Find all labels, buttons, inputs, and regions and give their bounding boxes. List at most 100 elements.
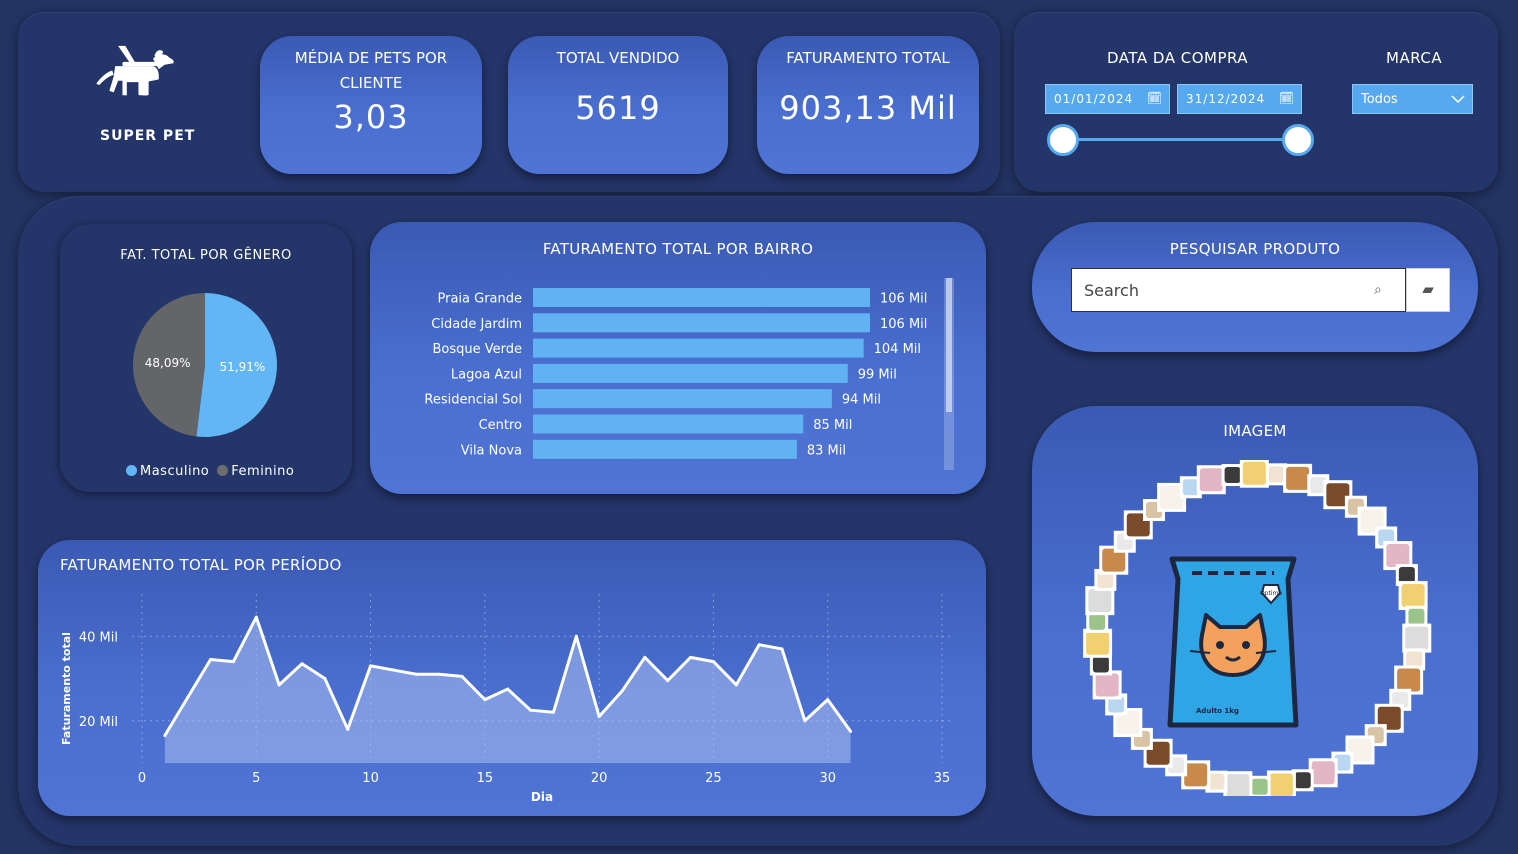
eraser-icon[interactable]: ▰ (1406, 268, 1450, 312)
data-point (597, 715, 601, 719)
date-range-slider-track[interactable] (1064, 138, 1299, 141)
brand-select-value: Todos (1361, 92, 1398, 107)
product-thumbnail-image (1224, 467, 1241, 484)
data-point (620, 689, 624, 693)
bar-lagoa-azul (533, 363, 848, 383)
product-thumbnail-image (1398, 567, 1415, 584)
product-thumbnail-image (1310, 477, 1327, 494)
x-tick-label: 35 (934, 771, 951, 786)
data-point (437, 672, 441, 676)
bar-category-label: Bosque Verde (432, 342, 522, 357)
product-thumbnail-image (1184, 763, 1208, 787)
end-date-value: 31/12/2024 (1186, 92, 1266, 106)
bar-chart-scroll-thumb[interactable] (946, 278, 952, 412)
data-point (506, 687, 510, 691)
data-point (849, 729, 853, 733)
product-thumbnail-image (1269, 773, 1293, 796)
data-point (574, 634, 578, 638)
gender-pie-chart: 51,91% 48,09% (132, 293, 277, 437)
bar-category-label: Praia Grande (437, 292, 522, 307)
legend-item-masculino[interactable]: Masculino (126, 464, 209, 479)
brand-name: SUPER PET (100, 128, 196, 144)
kpi-total-revenue-label: FATURAMENTO TOTAL (786, 49, 950, 67)
kpi-total-revenue-value: 903,13 Mil (779, 89, 957, 127)
bar-value-label: 104 Mil (874, 342, 921, 357)
data-point (551, 710, 555, 714)
bar-category-label: Centro (479, 418, 522, 433)
search-input[interactable] (1071, 268, 1406, 312)
neighborhood-bar-chart: Praia Grande 106 Mil Cidade Jardim 106 Mil B… (424, 288, 927, 459)
data-point (711, 660, 715, 664)
data-point (369, 664, 373, 668)
date-range-start-handle[interactable] (1047, 124, 1079, 156)
start-date-input[interactable]: 01/01/2024 🗓 (1045, 84, 1170, 114)
end-date-input[interactable]: 31/12/2024 🗓 (1177, 84, 1302, 114)
x-axis-label: Dia (531, 790, 553, 804)
bar-value-label: 85 Mil (813, 418, 852, 433)
y-tick-label: 40 Mil (79, 630, 118, 645)
bar-cidade-jardim (533, 313, 870, 333)
product-brand-text: Optima (1260, 590, 1282, 597)
period-chart-title: FATURAMENTO TOTAL POR PERÍODO (60, 556, 342, 574)
data-point (231, 660, 235, 664)
pie-slice-masculino (196, 293, 277, 437)
cat-food-bag-icon: Optima Adulto 1kg (1167, 556, 1299, 728)
product-thumbnail-image (1397, 668, 1421, 692)
x-tick-label: 25 (705, 771, 722, 786)
date-range-end-handle[interactable] (1282, 124, 1314, 156)
y-tick-label: 20 Mil (79, 715, 118, 730)
calendar-icon[interactable]: 🗓 (1146, 91, 1163, 105)
product-thumbnail-image (1377, 706, 1401, 730)
product-thumbnail-image (1102, 548, 1126, 572)
kpi-avg-pets-value: 3,03 (333, 98, 409, 136)
data-point (734, 683, 738, 687)
bar-value-label: 83 Mil (807, 443, 846, 458)
date-filter-title: DATA DA COMPRA (1107, 49, 1249, 67)
data-point (803, 719, 807, 723)
neighborhood-chart-title: FATURAMENTO TOTAL POR BAIRRO (542, 240, 814, 258)
bar-category-label: Cidade Jardim (431, 317, 522, 332)
gender-chart-card: FAT. TOTAL POR GÊNERO 51,91% 48,09% Mascu… (60, 224, 352, 492)
product-thumbnail-image (1095, 673, 1119, 697)
product-thumbnail-image (1088, 589, 1112, 613)
kpi-total-sold-card: TOTAL VENDIDO 5619 (508, 36, 728, 174)
product-thumbnail-image (1408, 608, 1425, 625)
data-point (689, 655, 693, 659)
data-point (780, 647, 784, 651)
pie-label-masculino: 51,91% (219, 360, 265, 374)
data-point (277, 683, 281, 687)
product-thumbnail-image (1089, 613, 1106, 630)
chevron-down-icon (1451, 95, 1465, 104)
product-thumbnail-image (1182, 479, 1199, 496)
product-thumbnail-image (1405, 626, 1429, 650)
product-thumbnail-image (1092, 656, 1109, 673)
bar-value-label: 99 Mil (858, 367, 897, 382)
data-point (643, 655, 647, 659)
product-thumbnail-image (1268, 466, 1285, 483)
product-thumbnail-image (1086, 631, 1110, 655)
data-point (666, 679, 670, 683)
kpi-total-sold-label: TOTAL VENDIDO (556, 49, 680, 67)
kpi-avg-pets-card: MÉDIA DE PETS POR CLIENTE 3,03 (260, 36, 482, 174)
legend-item-feminino[interactable]: Feminino (217, 464, 294, 479)
data-point (163, 734, 167, 738)
x-tick-label: 5 (252, 771, 260, 786)
brand-filter-title: MARCA (1386, 49, 1443, 67)
brand-select[interactable]: Todos (1352, 84, 1473, 114)
start-date-value: 01/01/2024 (1054, 92, 1134, 106)
product-label-text: Adulto 1kg (1196, 707, 1239, 715)
calendar-icon[interactable]: 🗓 (1278, 91, 1295, 105)
product-collage: Optima Adulto 1kg (1083, 460, 1432, 796)
kpi-avg-pets-label: MÉDIA DE PETS POR CLIENTE (294, 49, 448, 92)
bar-category-label: Residencial Sol (424, 393, 522, 408)
bar-value-label: 106 Mil (880, 292, 927, 307)
data-point (186, 696, 190, 700)
product-thumbnail-image (1097, 571, 1114, 588)
image-title: IMAGEM (1223, 422, 1287, 440)
product-thumbnail-image (1242, 461, 1266, 485)
dog-logo-icon (96, 45, 174, 96)
product-thumbnail-image (1251, 778, 1268, 795)
product-thumbnail-image (1286, 466, 1310, 490)
search-icon[interactable]: ⌕ (1374, 282, 1382, 298)
data-point (391, 668, 395, 672)
